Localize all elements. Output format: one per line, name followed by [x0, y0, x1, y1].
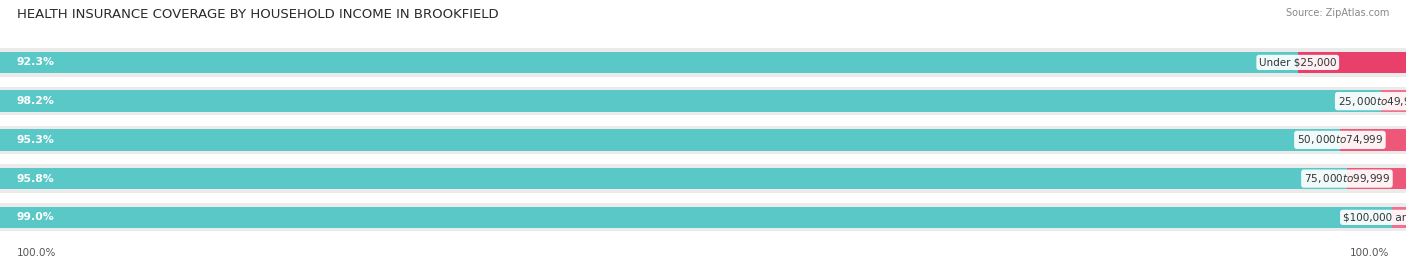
- Text: HEALTH INSURANCE COVERAGE BY HOUSEHOLD INCOME IN BROOKFIELD: HEALTH INSURANCE COVERAGE BY HOUSEHOLD I…: [17, 8, 499, 21]
- Text: $25,000 to $49,999: $25,000 to $49,999: [1337, 95, 1406, 108]
- Text: 100.0%: 100.0%: [1350, 248, 1389, 258]
- Text: 95.3%: 95.3%: [17, 135, 55, 145]
- Text: 100.0%: 100.0%: [17, 248, 56, 258]
- Bar: [1298, 52, 1406, 73]
- Text: 98.2%: 98.2%: [17, 96, 55, 106]
- Bar: [1381, 90, 1406, 112]
- Bar: [0, 87, 1406, 115]
- Text: 92.3%: 92.3%: [17, 57, 55, 68]
- Text: Under $25,000: Under $25,000: [1258, 57, 1337, 68]
- Text: Source: ZipAtlas.com: Source: ZipAtlas.com: [1285, 8, 1389, 18]
- Bar: [1347, 168, 1406, 189]
- Bar: [0, 168, 1347, 189]
- Text: $100,000 and over: $100,000 and over: [1343, 212, 1406, 222]
- Text: 99.0%: 99.0%: [17, 212, 55, 222]
- Bar: [1340, 129, 1406, 151]
- Text: $50,000 to $74,999: $50,000 to $74,999: [1296, 133, 1384, 146]
- Bar: [0, 90, 1381, 112]
- Bar: [0, 48, 1406, 77]
- Bar: [0, 207, 1392, 228]
- Bar: [0, 52, 1298, 73]
- Text: $75,000 to $99,999: $75,000 to $99,999: [1303, 172, 1391, 185]
- Bar: [0, 129, 1340, 151]
- Bar: [1392, 207, 1406, 228]
- Bar: [0, 164, 1406, 193]
- Bar: [0, 203, 1406, 232]
- Bar: [0, 126, 1406, 154]
- Text: 95.8%: 95.8%: [17, 174, 55, 184]
